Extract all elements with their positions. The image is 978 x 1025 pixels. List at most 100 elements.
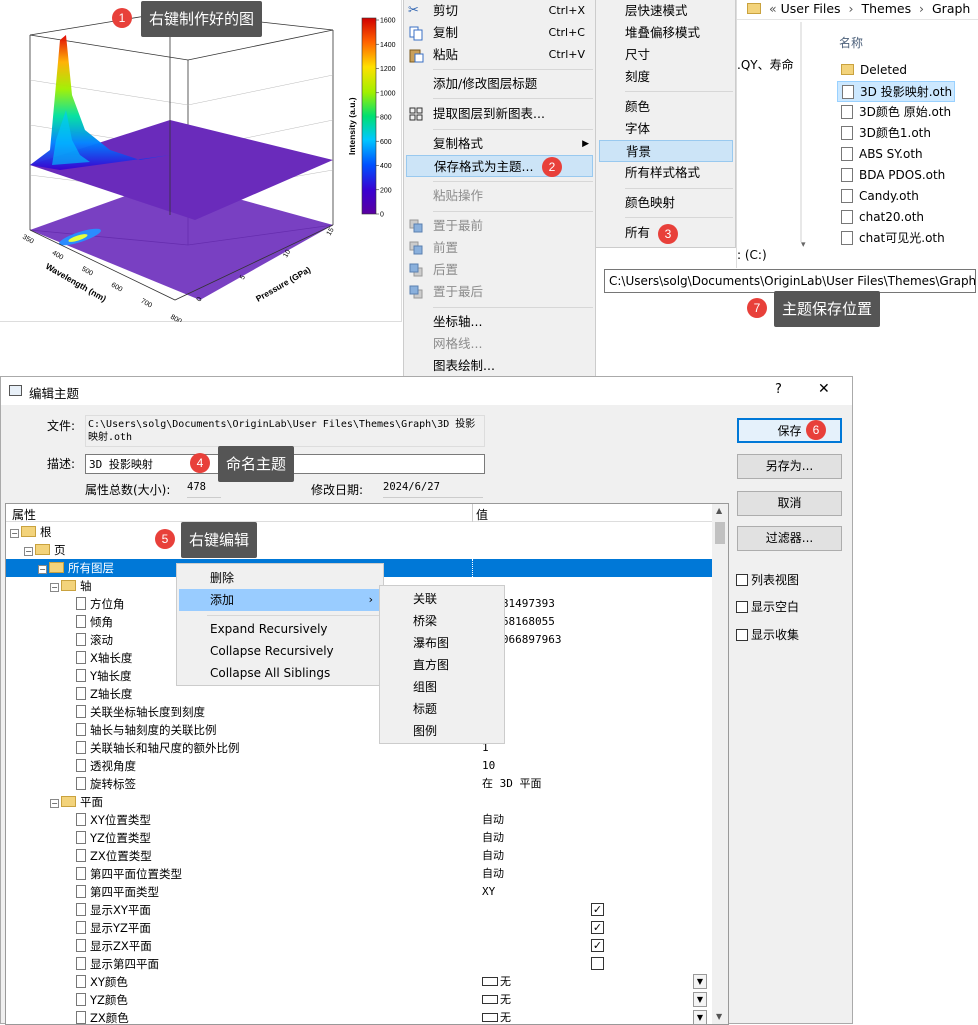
cancel-button[interactable]: 取消 (737, 491, 842, 516)
collapse-icon[interactable]: − (24, 547, 33, 556)
tree-row-axis[interactable]: − 轴 (50, 579, 92, 593)
col-value[interactable]: 值 (476, 508, 489, 522)
tree-row-property[interactable]: XY位置类型 自动 (6, 811, 712, 829)
menu-item-cut[interactable]: ✂ 剪切 Ctrl+X (408, 3, 585, 18)
theme-item-all[interactable]: 所有 (625, 225, 651, 240)
menu-item-paste[interactable]: 粘贴 Ctrl+V (404, 44, 595, 66)
help-button[interactable]: ? (775, 382, 782, 397)
save-as-button[interactable]: 另存为... (737, 454, 842, 479)
tree-row-property[interactable]: 显示ZX平面 ✓ (6, 937, 712, 955)
add-item-group[interactable]: 组图 (413, 680, 438, 694)
property-checkbox[interactable]: ✓ (591, 903, 604, 916)
theme-item-background[interactable]: 背景 (599, 140, 733, 162)
tree-menu-collapse-recursively[interactable]: Collapse Recursively (210, 644, 334, 658)
list-view-checkbox[interactable]: 列表视图 (736, 572, 799, 590)
menu-item-bring-front[interactable]: 置于最前 (404, 215, 595, 237)
theme-item-color[interactable]: 颜色 (625, 99, 651, 114)
theme-item-colormap[interactable]: 颜色映射 (625, 195, 676, 210)
theme-item-all-styles[interactable]: 所有样式格式 (625, 165, 701, 180)
menu-item-axis[interactable]: 坐标轴... (433, 314, 483, 329)
show-collection-checkbox[interactable]: 显示收集 (736, 627, 799, 645)
menu-item-send-back[interactable]: 置于最后 (404, 281, 595, 303)
add-item-legend[interactable]: 图例 (413, 724, 438, 738)
file-item[interactable]: ABS SY.oth (841, 144, 923, 165)
tree-row-property[interactable]: X轴长度 (6, 649, 712, 667)
tree-row-property[interactable]: 第四平面位置类型 自动 (6, 865, 712, 883)
file-item[interactable]: BDA PDOS.oth (841, 165, 945, 186)
dropdown-arrow-icon[interactable]: ▼ (693, 992, 707, 1007)
menu-item-copy-format[interactable]: 复制格式 ▶ (404, 133, 595, 155)
menu-item-plot-details[interactable]: 图表绘制... (433, 358, 495, 373)
property-color-value[interactable]: 无 (482, 973, 511, 991)
nav-pane-scrollbar[interactable] (800, 22, 802, 242)
scroll-down-icon[interactable]: ▾ (801, 240, 806, 250)
tree-row-property[interactable]: Y轴长度 (6, 667, 712, 685)
filter-button[interactable]: 过滤器... (737, 526, 842, 551)
col-property[interactable]: 属性 (12, 508, 37, 522)
theme-item-size[interactable]: 尺寸 (625, 47, 651, 62)
theme-item-stack-offset[interactable]: 堆叠偏移模式 (625, 25, 701, 40)
collapse-icon[interactable]: − (10, 529, 19, 538)
tree-scrollbar[interactable]: ▲ ▼ (712, 504, 728, 1024)
menu-item-backward[interactable]: 后置 (404, 259, 595, 281)
tree-row-property[interactable]: Z轴长度 (6, 685, 712, 703)
save-button[interactable]: 保存 (737, 418, 842, 443)
tree-menu-collapse-siblings[interactable]: Collapse All Siblings (210, 666, 331, 680)
tree-row-property[interactable]: 关联轴长和轴尺度的额外比例 1 (6, 739, 712, 757)
scroll-up-icon[interactable]: ▲ (716, 506, 723, 515)
file-item-selected[interactable]: 3D 投影映射.oth (837, 81, 955, 102)
tree-row-root[interactable]: − 根 (10, 525, 52, 539)
show-blank-checkbox[interactable]: 显示空白 (736, 599, 799, 617)
theme-item-font[interactable]: 字体 (625, 121, 651, 136)
file-item[interactable]: 3D颜色1.oth (841, 123, 931, 144)
add-item-histogram[interactable]: 直方图 (413, 658, 450, 672)
tree-row-property[interactable]: 显示YZ平面 ✓ (6, 919, 712, 937)
breadcrumb[interactable]: « User Files › Themes › Graph (737, 0, 978, 20)
dropdown-arrow-icon[interactable]: ▼ (693, 1010, 707, 1024)
close-icon[interactable]: ✕ (818, 381, 830, 397)
file-item[interactable]: chat20.oth (841, 207, 924, 228)
tree-row-page[interactable]: − 页 (24, 543, 66, 557)
add-item-bridge[interactable]: 桥梁 (413, 614, 438, 628)
menu-item-layer-title[interactable]: 添加/修改图层标题 (433, 76, 538, 91)
menu-item-forward[interactable]: 前置 (404, 237, 595, 259)
property-checkbox[interactable] (591, 957, 604, 970)
tree-row-property[interactable]: 第四平面类型 XY (6, 883, 712, 901)
collapse-icon[interactable]: − (50, 799, 59, 808)
property-color-value[interactable]: 无 (482, 1009, 511, 1024)
scroll-down-icon[interactable]: ▼ (716, 1012, 723, 1021)
tree-row-property[interactable]: ZX位置类型 自动 (6, 847, 712, 865)
tree-row-property[interactable]: 显示第四平面 (6, 955, 712, 973)
property-checkbox[interactable]: ✓ (591, 921, 604, 934)
tree-menu-expand-recursively[interactable]: Expand Recursively (210, 622, 328, 636)
add-item-title[interactable]: 标题 (413, 702, 438, 716)
menu-item-gridlines[interactable]: 网格线... (433, 336, 483, 351)
tree-row-property[interactable]: 关联坐标轴长度到刻度 (6, 703, 712, 721)
tree-menu-add[interactable]: 添加 › (179, 589, 381, 611)
dialog-titlebar[interactable]: 编辑主题 ? ✕ (1, 377, 852, 405)
theme-item-layer-quick[interactable]: 层快速模式 (625, 3, 688, 18)
tree-row-property[interactable]: YZ位置类型 自动 (6, 829, 712, 847)
menu-item-paste-ops[interactable]: 粘贴操作 (433, 188, 484, 203)
collapse-icon[interactable]: − (38, 565, 47, 574)
menu-item-extract-layer[interactable]: 提取图层到新图表... (404, 103, 595, 125)
menu-item-copy[interactable]: 复制 Ctrl+C (404, 22, 595, 44)
property-checkbox[interactable]: ✓ (591, 939, 604, 952)
tree-row-property[interactable]: XY颜色 无 ▼ (6, 973, 712, 991)
menu-item-save-theme[interactable]: 保存格式为主题... (406, 155, 593, 177)
property-color-value[interactable]: 无 (482, 991, 511, 1009)
file-item-deleted[interactable]: Deleted (841, 60, 907, 81)
graph-window[interactable]: 1600 1400 1200 1000 800 600 400 200 0 Intensity … (0, 0, 402, 322)
tree-row-plane[interactable]: − 平面 (6, 793, 712, 811)
tree-menu-delete[interactable]: 删除 (210, 571, 235, 585)
tree-row-property[interactable]: 轴长与轴刻度的关联比例 (6, 721, 712, 739)
tree-row-property[interactable]: YZ颜色 无 ▼ (6, 991, 712, 1009)
tree-row-property[interactable]: 透视角度 10 (6, 757, 712, 775)
tree-row-property[interactable]: 显示XY平面 ✓ (6, 901, 712, 919)
file-item[interactable]: Candy.oth (841, 186, 919, 207)
add-item-waterfall[interactable]: 瀑布图 (413, 636, 450, 650)
file-item[interactable]: 3D颜色 原始.oth (841, 102, 951, 123)
tree-row-property[interactable]: 旋转标签 在 3D 平面 (6, 775, 712, 793)
tree-row-property[interactable]: ZX颜色 无 ▼ (6, 1009, 712, 1024)
